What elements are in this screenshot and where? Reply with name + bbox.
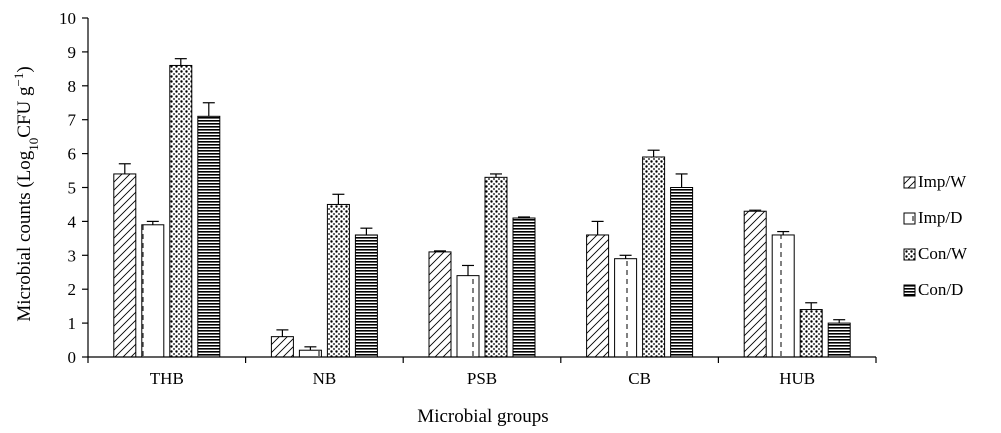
svg-text:Microbial counts (Log10CFU g−1: Microbial counts (Log10CFU g−1) xyxy=(11,66,41,321)
legend-swatch xyxy=(903,176,916,189)
y-tick-label: 1 xyxy=(68,314,77,333)
bars-layer xyxy=(113,64,851,358)
legend-swatch xyxy=(903,212,916,225)
x-tick-label: NB xyxy=(313,369,337,388)
bar-imp-d-cb xyxy=(614,258,638,358)
bar-con-d-nb xyxy=(354,234,378,358)
legend-label: Con/W xyxy=(918,244,968,263)
bar-imp-w-nb xyxy=(270,336,294,358)
legend-swatch xyxy=(903,284,916,297)
bar-imp-d-thb xyxy=(141,224,165,358)
y-tick-label: 8 xyxy=(68,77,77,96)
y-axis-ticks: 0 1 2 3 4 5 6 7 8 9 10 xyxy=(59,9,88,367)
bar-con-d-thb xyxy=(197,115,221,358)
error-bars-layer xyxy=(118,58,846,351)
y-tick-label: 9 xyxy=(68,43,77,62)
y-tick-label: 2 xyxy=(68,280,77,299)
bar-con-w-thb xyxy=(169,64,193,358)
legend-label: Imp/D xyxy=(918,208,962,227)
y-tick-label: 0 xyxy=(68,348,77,367)
bar-con-w-nb xyxy=(326,203,350,358)
legend-label: Imp/W xyxy=(918,172,967,191)
y-axis-title-middle: CFU g xyxy=(14,86,35,138)
legend-swatch xyxy=(903,248,916,261)
bar-imp-w-hub xyxy=(743,210,767,358)
bar-imp-d-psb xyxy=(456,275,480,358)
y-tick-label: 7 xyxy=(68,111,77,130)
y-axis-title-suffix: ) xyxy=(14,66,35,72)
bar-imp-w-cb xyxy=(586,234,610,358)
y-axis-title-subscript: 10 xyxy=(26,138,41,151)
bar-imp-w-psb xyxy=(428,251,452,358)
y-axis-title-superscript: −1 xyxy=(11,73,26,87)
y-tick-label: 3 xyxy=(68,246,77,265)
bar-imp-w-thb xyxy=(113,173,137,358)
x-tick-label: CB xyxy=(628,369,651,388)
bar-con-w-hub xyxy=(799,309,823,358)
legend-label: Con/D xyxy=(918,280,963,299)
bar-con-w-cb xyxy=(642,156,666,358)
bar-con-d-cb xyxy=(670,187,694,358)
bar-con-w-psb xyxy=(484,176,508,358)
y-axis-title: Microbial counts (Log10CFU g−1) xyxy=(11,66,41,321)
bar-con-d-hub xyxy=(827,322,851,358)
bar-imp-d-nb xyxy=(298,349,322,358)
bar-imp-d-hub xyxy=(771,234,795,358)
bar-con-d-psb xyxy=(512,217,536,358)
x-axis-title: Microbial groups xyxy=(417,406,548,427)
x-tick-label: PSB xyxy=(467,369,497,388)
x-tick-label: HUB xyxy=(779,369,815,388)
y-tick-label: 10 xyxy=(59,9,76,28)
x-tick-label: THB xyxy=(150,369,184,388)
y-axis-title-prefix: Microbial counts (Log xyxy=(14,150,35,321)
y-tick-label: 6 xyxy=(68,145,77,164)
y-tick-label: 5 xyxy=(68,179,77,198)
x-axis-ticks: THB NB PSB CB HUB xyxy=(87,357,877,388)
legend: Imp/W Imp/D Con/W Con/D xyxy=(903,172,968,299)
y-tick-label: 4 xyxy=(68,212,77,231)
